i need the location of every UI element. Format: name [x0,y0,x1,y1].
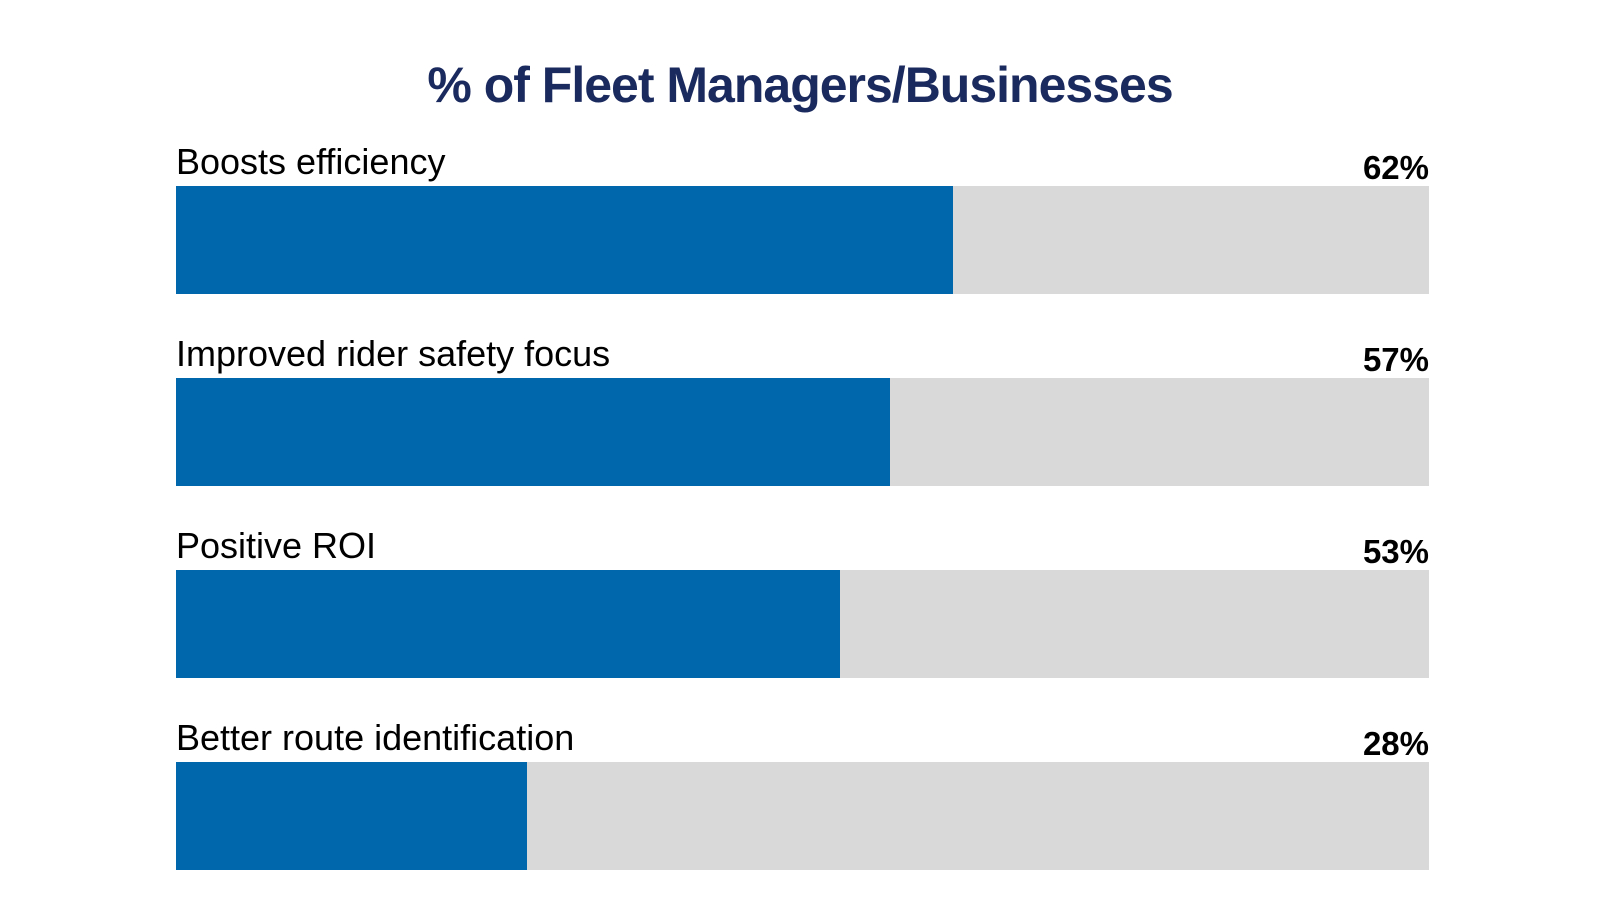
bar [176,186,953,294]
bar [176,378,891,486]
bar [176,762,527,870]
bar [176,570,841,678]
bar-category-label: Improved rider safety focus [176,333,611,374]
chart-title: % of Fleet Managers/Businesses [427,57,1173,113]
bar-row: Better route identification 28% [176,716,1429,876]
bar-row: Boosts efficiency 62% [176,140,1429,300]
bar-value-label: 53% [1362,533,1429,570]
bar-track [176,378,1429,486]
bar-row: Positive ROI 53% [176,524,1429,684]
bar-track [176,570,1429,678]
bar-category-label: Positive ROI [176,525,377,566]
bar-value-label: 62% [1362,149,1429,186]
bar-value-label: 57% [1362,341,1429,378]
bar-category-label: Boosts efficiency [176,141,446,182]
bar-track [176,186,1429,294]
bar-value-label: 28% [1362,725,1429,762]
bar-row: Improved rider safety focus 57% [176,332,1429,492]
bar-track [176,762,1429,870]
bar-category-label: Better route identification [176,717,575,758]
